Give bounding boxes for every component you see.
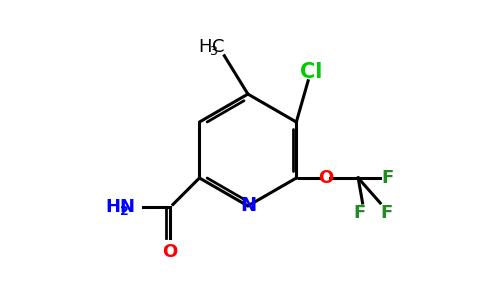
Text: C: C <box>212 38 225 56</box>
Text: 3: 3 <box>209 45 216 58</box>
Text: F: F <box>353 204 366 222</box>
Text: N: N <box>240 196 256 215</box>
Text: Cl: Cl <box>300 62 322 82</box>
Text: O: O <box>162 243 178 261</box>
Text: N: N <box>120 198 135 216</box>
Text: H: H <box>198 38 212 56</box>
Text: 2: 2 <box>120 205 129 218</box>
Text: F: F <box>380 204 392 222</box>
Text: F: F <box>381 169 394 187</box>
Text: H: H <box>105 198 120 216</box>
Text: O: O <box>318 169 333 187</box>
